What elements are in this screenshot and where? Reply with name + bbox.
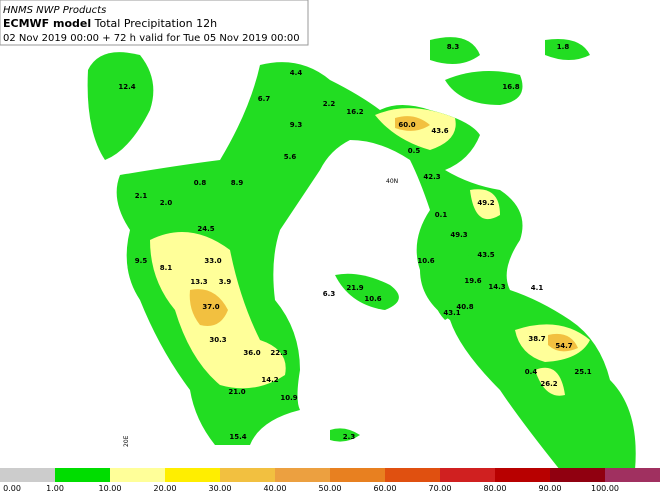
colorbar-segment [440, 468, 495, 482]
precip-value: 24.5 [197, 225, 214, 233]
precip-value: 0.1 [435, 211, 448, 219]
precip-value: 10.6 [364, 295, 381, 303]
precip-value: 6.3 [323, 290, 336, 298]
precip-value: 25.1 [574, 368, 591, 376]
colorbar-label: 40.00 [264, 484, 287, 493]
precip-value: 8.3 [447, 43, 460, 51]
precip-value: 9.5 [135, 257, 148, 265]
precip-value: 38.7 [528, 335, 545, 343]
precip-value: 10.9 [280, 394, 297, 402]
precip-value: 43.5 [477, 251, 494, 259]
precip-value: 10.6 [417, 257, 434, 265]
colorbar-segment [220, 468, 275, 482]
colorbar-segment [165, 468, 220, 482]
precip-value: 1.8 [557, 43, 570, 51]
colorbar-segment [110, 468, 165, 482]
precip-value: 60.0 [398, 121, 415, 129]
precip-value: 4.1 [531, 284, 544, 292]
colorbar-segment [605, 468, 660, 482]
precip-value: 36.0 [243, 349, 260, 357]
precip-value: 2.3 [343, 433, 356, 441]
colorbar-segment [275, 468, 330, 482]
precip-value: 2.0 [160, 199, 173, 207]
precip-value: 40.8 [456, 303, 473, 311]
precip-value: 2.1 [135, 192, 148, 200]
precip-value: 49.2 [477, 199, 494, 207]
precip-value: 0.5 [408, 147, 421, 155]
precip-value: 54.7 [555, 342, 572, 350]
colorbar-label: 70.00 [429, 484, 452, 493]
precip-orange [189, 116, 578, 352]
colorbar-label: 100.00 [591, 484, 619, 493]
precip-value: 33.0 [204, 257, 221, 265]
precip-value: 43.6 [431, 127, 448, 135]
colorbar [0, 468, 660, 482]
value-labels: 8.3 1.8 12.4 4.4 16.8 6.7 2.2 16.2 9.3 60.0 43.6 5.… [118, 43, 591, 441]
colorbar-label: 80.00 [484, 484, 507, 493]
precip-value: 22.3 [270, 349, 287, 357]
colorbar-label: 20.00 [154, 484, 177, 493]
model: ECMWF model [3, 17, 91, 30]
colorbar-segment [55, 468, 110, 482]
colorbar-segment [550, 468, 605, 482]
header-box [0, 0, 309, 46]
precip-value: 49.3 [450, 231, 467, 239]
precip-value: 14.3 [488, 283, 505, 291]
title: ECMWF model Total Precipitation 12h [3, 17, 217, 30]
colorbar-label: 10.00 [99, 484, 122, 493]
precip-value: 0.8 [194, 179, 207, 187]
colorbar-segment [385, 468, 440, 482]
precip-value: 21.0 [228, 388, 245, 396]
precip-value: 21.9 [346, 284, 363, 292]
precip-value: 2.2 [323, 100, 336, 108]
colorbar-label: 60.00 [374, 484, 397, 493]
precip-value: 0.4 [525, 368, 538, 376]
precip-value: 13.3 [190, 278, 207, 286]
colorbar-segment [495, 468, 550, 482]
precip-value: 42.3 [423, 173, 440, 181]
precip-value: 16.8 [502, 83, 519, 91]
precip-value: 12.4 [118, 83, 135, 91]
source: HNMS NWP Products [3, 5, 106, 16]
precip-value: 6.7 [258, 95, 271, 103]
colorbar-label: 50.00 [319, 484, 342, 493]
precip-value: 26.2 [540, 380, 557, 388]
grid-label: 20E [123, 435, 130, 447]
precip-value: 9.3 [290, 121, 303, 129]
precip-value: 8.1 [160, 264, 173, 272]
colorbar-label: 30.00 [209, 484, 232, 493]
precip-value: 15.4 [229, 433, 246, 441]
precip-value: 16.2 [346, 108, 363, 116]
colorbar-label: 90.00 [539, 484, 562, 493]
precip-value: 8.9 [231, 179, 244, 187]
valid-time: 02 Nov 2019 00:00 + 72 h valid for Tue 0… [3, 33, 300, 44]
precip-value: 43.1 [443, 309, 460, 317]
grid-label: 40N [386, 178, 398, 185]
colorbar-labels: 0.00 1.00 10.00 20.00 30.00 40.00 50.00 60.00 70… [3, 484, 619, 493]
colorbar-label: 1.00 [46, 484, 64, 493]
precip-value: 4.4 [290, 69, 303, 77]
colorbar-segment [0, 468, 55, 482]
product: Total Precipitation 12h [94, 17, 217, 30]
precip-value: 14.2 [261, 376, 278, 384]
precip-value: 3.9 [219, 278, 232, 286]
precip-value: 5.6 [284, 153, 297, 161]
precip-value: 37.0 [202, 303, 219, 311]
colorbar-label: 0.00 [3, 484, 21, 493]
colorbar-segment [330, 468, 385, 482]
precip-value: 30.3 [209, 336, 226, 344]
precip-value: 19.6 [464, 277, 481, 285]
